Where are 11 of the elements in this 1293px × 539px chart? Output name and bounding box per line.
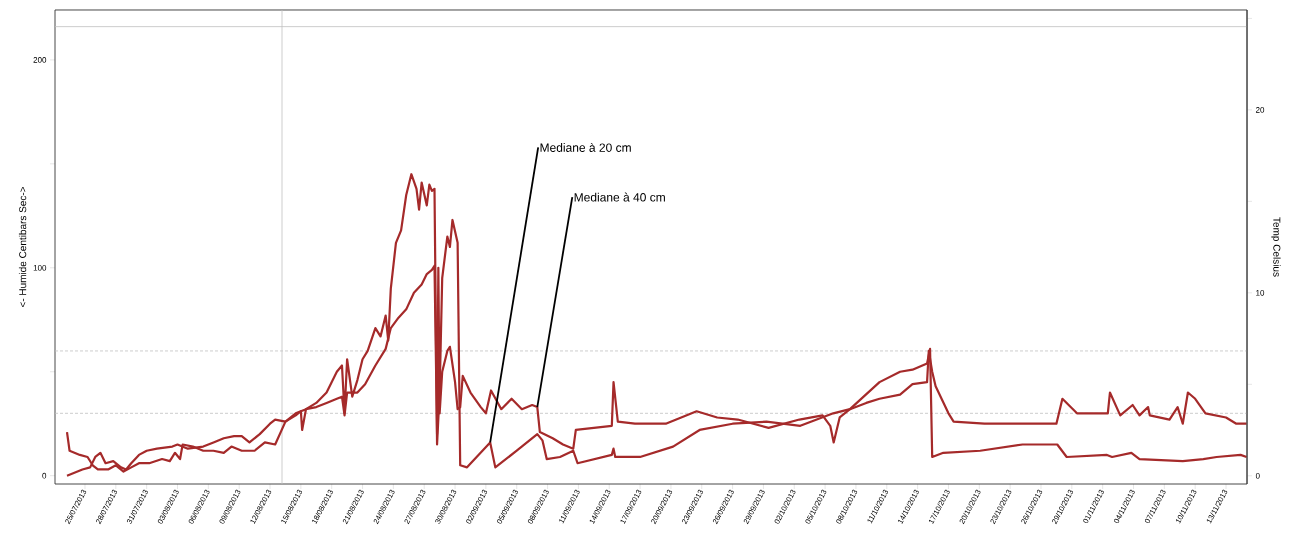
y-axis-title: <- Humide Centibars Sec-> <box>18 186 27 308</box>
y2-tick-label: 10 <box>1256 290 1265 296</box>
y-tick-label: 0 <box>42 472 47 479</box>
y2-tick-label: 0 <box>1255 472 1260 479</box>
y2-axis-title: Temp Celsius <box>1271 217 1281 277</box>
annotation: Mediane à 40 cm <box>574 192 665 202</box>
line-series <box>65 173 1248 477</box>
y2-tick-label: 20 <box>1255 107 1265 113</box>
y-tick-label: 100 <box>33 264 47 271</box>
annotation: Mediane à 20 cm <box>540 142 631 152</box>
y-tick-label: 200 <box>33 57 47 63</box>
